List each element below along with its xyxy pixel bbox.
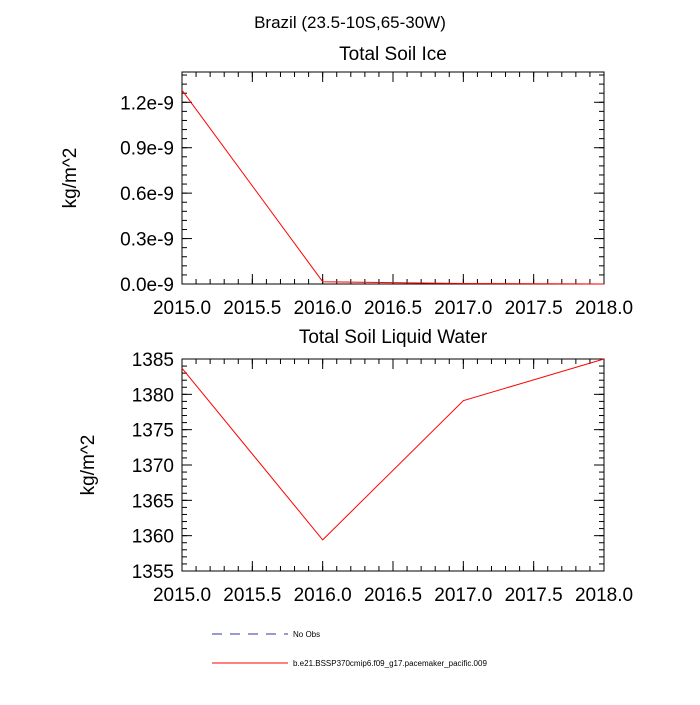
y-tick-label: 1.2e-9 — [120, 93, 174, 114]
series-line — [182, 90, 604, 284]
figure-title: Brazil (23.5-10S,65-30W) — [254, 13, 446, 32]
x-tick-label: 2016.5 — [364, 585, 422, 606]
plot-frame — [182, 72, 604, 284]
y-axis-label: kg/m^2 — [60, 148, 81, 209]
x-tick-label: 2017.5 — [505, 298, 563, 319]
y-axis-label: kg/m^2 — [78, 435, 99, 496]
y-tick-label: 1360 — [132, 527, 174, 548]
panel-1: Total Soil Ice kg/m^2 2015.0 2015.5 2016.0 20… — [60, 44, 633, 319]
panel-title: Total Soil Ice — [339, 44, 447, 65]
x-tick-label: 2017.0 — [434, 298, 492, 319]
y-tick-label: 1365 — [132, 491, 174, 512]
x-tick-label: 2017.5 — [505, 585, 563, 606]
y-tick-label: 0.3e-9 — [120, 230, 174, 251]
panel-title: Total Soil Liquid Water — [299, 327, 488, 348]
y-tick-label: 1375 — [132, 421, 174, 442]
panel-2: Total Soil Liquid Water kg/m^2 2015.0 2015.… — [78, 327, 633, 606]
x-tick-label: 2015.5 — [223, 585, 281, 606]
y-tick-label: 1380 — [132, 385, 174, 406]
plot-frame — [182, 359, 604, 571]
y-tick-label: 1355 — [132, 562, 174, 583]
x-tick-label: 2016.5 — [364, 298, 422, 319]
y-tick-label: 0.0e-9 — [120, 275, 174, 296]
legend-label: b.e21.BSSP370cmip6.f09_g17.pacemaker_pac… — [293, 659, 487, 668]
y-tick-label: 0.6e-9 — [120, 184, 174, 205]
x-tick-label: 2018.0 — [575, 298, 633, 319]
x-tick-label: 2015.0 — [153, 585, 211, 606]
x-tick-label: 2017.0 — [434, 585, 492, 606]
x-tick-label: 2015.0 — [153, 298, 211, 319]
y-tick-label: 1385 — [132, 350, 174, 371]
x-tick-label: 2016.0 — [294, 298, 352, 319]
series-line — [182, 359, 604, 540]
legend-label: No Obs — [293, 630, 320, 639]
x-tick-label: 2018.0 — [575, 585, 633, 606]
y-tick-label: 1370 — [132, 456, 174, 477]
y-tick-label: 0.9e-9 — [120, 139, 174, 160]
x-tick-label: 2015.5 — [223, 298, 281, 319]
x-tick-label: 2016.0 — [294, 585, 352, 606]
legend: No Obs b.e21.BSSP370cmip6.f09_g17.pacemak… — [212, 630, 487, 668]
